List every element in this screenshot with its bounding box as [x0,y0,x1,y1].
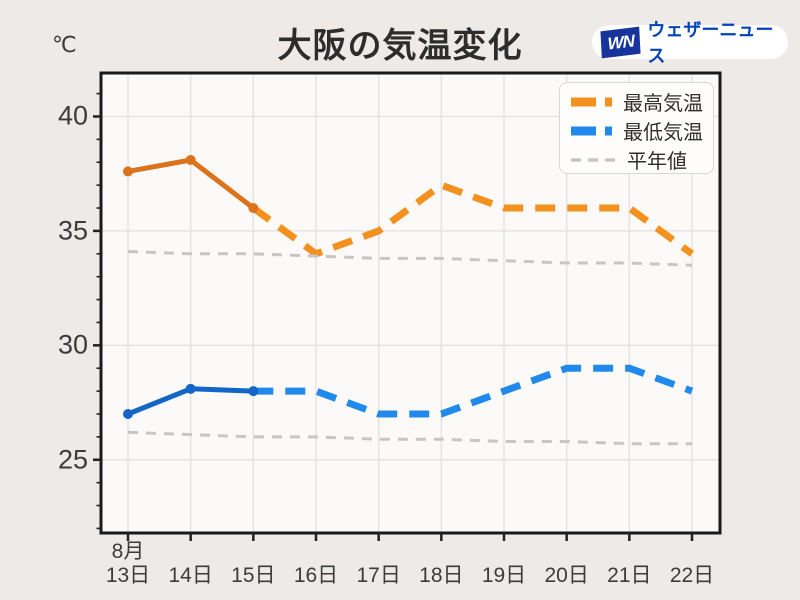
line-max-forecast [251,181,695,258]
weathernews-logo: WN ウェザーニュース [592,20,788,66]
marker-max [248,203,259,214]
legend-max-line-icon [571,97,612,106]
marker-max [185,154,196,165]
line-normal_max [127,250,693,267]
legend: 最高気温 最低気温 平年値 [559,82,714,174]
y-axis-unit-label: ℃ [52,32,77,57]
legend-normal-label: 平年値 [627,151,687,173]
legend-item-normal: 平年値 [570,145,703,174]
legend-min-label: 最低気温 [623,122,703,144]
line-min-forecast [253,364,694,418]
marker-min [185,383,196,394]
marker-min [248,386,259,397]
legend-normal-line-icon [571,157,616,162]
legend-min-line-icon [571,126,612,135]
legend-item-min: 最低気温 [570,116,703,145]
legend-max-label: 最高気温 [623,93,703,115]
brand-name: ウェザーニュース [647,20,774,66]
chart-title: 大阪の気温変化 [277,27,523,65]
legend-item-max: 最高気温 [570,87,703,116]
line-normal_min [127,430,692,446]
marker-min [123,408,133,419]
marker-max [123,166,133,177]
